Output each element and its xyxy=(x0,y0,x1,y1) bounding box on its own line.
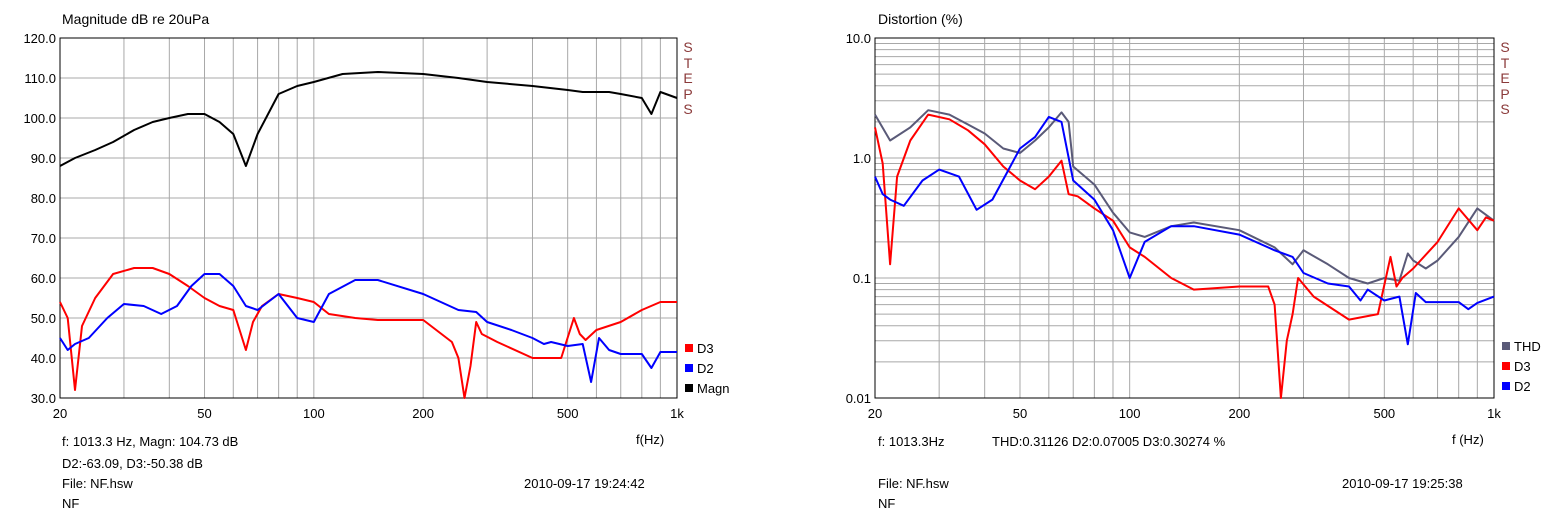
legend-swatch xyxy=(685,384,693,392)
legend-label: D2 xyxy=(697,360,714,376)
series-line-d2 xyxy=(59,273,677,383)
legend-label: D3 xyxy=(1514,358,1531,374)
series-line-d3 xyxy=(874,113,1495,399)
legend-entry-thd: THD xyxy=(1502,336,1541,356)
x-tick-label: 200 xyxy=(1228,406,1250,421)
measurement-name: NF xyxy=(62,496,80,511)
x-tick-label: 500 xyxy=(557,406,579,421)
cursor-readout-line1: f: 1013.3 Hz, Magn: 104.73 dB xyxy=(62,434,239,449)
y-tick-label: 120.0 xyxy=(23,31,56,46)
y-tick-label: 10.0 xyxy=(846,31,871,46)
legend-label: D3 xyxy=(697,340,714,356)
x-tick-label: 1k xyxy=(1487,406,1501,421)
legend-entry-d2: D2 xyxy=(685,358,730,378)
y-tick-label: 1.0 xyxy=(853,151,871,166)
legend-entry-d3: D3 xyxy=(1502,356,1541,376)
y-tick-label: 70.0 xyxy=(31,231,56,246)
legend-label: D2 xyxy=(1514,378,1531,394)
timestamp: 2010-09-17 19:25:38 xyxy=(1342,476,1463,491)
distortion-chart-title: Distortion (%) xyxy=(878,11,963,27)
legend-swatch xyxy=(1502,342,1510,350)
x-tick-label: 100 xyxy=(1119,406,1141,421)
timestamp: 2010-09-17 19:24:42 xyxy=(524,476,645,491)
legend-swatch xyxy=(1502,382,1510,390)
series-line-d3 xyxy=(59,267,677,399)
legend-swatch xyxy=(685,364,693,372)
y-tick-label: 100.0 xyxy=(23,111,56,126)
legend-swatch xyxy=(1502,362,1510,370)
legend-swatch xyxy=(685,344,693,352)
legend-label: Magn xyxy=(697,380,730,396)
legend-entry-d2: D2 xyxy=(1502,376,1541,396)
plot-frame xyxy=(59,37,678,399)
series-line-thd xyxy=(874,109,1495,285)
x-tick-label: 20 xyxy=(53,406,67,421)
y-tick-label: 50.0 xyxy=(31,311,56,326)
x-tick-label: 50 xyxy=(197,406,211,421)
xaxis-label: f (Hz) xyxy=(1452,432,1484,447)
magnitude-plot: 20 50 100 200 500 1k 120.0 110.0 100.0 90.0 80.0 70… xyxy=(23,31,684,421)
grid-lines xyxy=(874,38,1495,399)
distortion-legend: THD D3 D2 xyxy=(1502,336,1541,396)
y-tick-label: 110.0 xyxy=(24,71,56,86)
measurement-name: NF xyxy=(878,496,896,511)
x-tick-label: 200 xyxy=(412,406,434,421)
x-tick-label: 50 xyxy=(1013,406,1027,421)
cursor-readout-line2: D2:-63.09, D3:-50.38 dB xyxy=(62,456,203,471)
y-tick-label: 60.0 xyxy=(31,271,56,286)
y-tick-label: 90.0 xyxy=(31,151,56,166)
cursor-readout-values: THD:0.31126 D2:0.07005 D3:0.30274 % xyxy=(992,434,1226,449)
y-tick-label: 0.01 xyxy=(846,391,871,406)
y-tick-label: 0.1 xyxy=(853,271,871,286)
x-tick-label: 1k xyxy=(670,406,684,421)
legend-entry-d3: D3 xyxy=(685,338,730,358)
magnitude-chart: Magnitude dB re 20uPa 20 50 100 200 500 1k 120… xyxy=(0,0,760,520)
cursor-readout-line1: f: 1013.3Hz xyxy=(878,434,945,449)
legend-entry-magn: Magn xyxy=(685,378,730,398)
y-tick-label: 80.0 xyxy=(31,191,56,206)
x-tick-label: 100 xyxy=(303,406,325,421)
magnitude-legend: D3 D2 Magn xyxy=(685,338,730,398)
series-line-d2 xyxy=(874,115,1495,346)
plot-frame xyxy=(874,37,1495,399)
legend-label: THD xyxy=(1514,338,1541,354)
file-name: File: NF.hsw xyxy=(878,476,949,491)
file-name: File: NF.hsw xyxy=(62,476,133,491)
x-tick-label: 500 xyxy=(1373,406,1395,421)
y-tick-label: 40.0 xyxy=(31,351,56,366)
magnitude-chart-title: Magnitude dB re 20uPa xyxy=(62,11,210,27)
y-tick-label: 30.0 xyxy=(31,391,56,406)
series-line-magn xyxy=(59,71,678,167)
xaxis-label: f(Hz) xyxy=(636,432,665,447)
x-tick-label: 20 xyxy=(868,406,882,421)
